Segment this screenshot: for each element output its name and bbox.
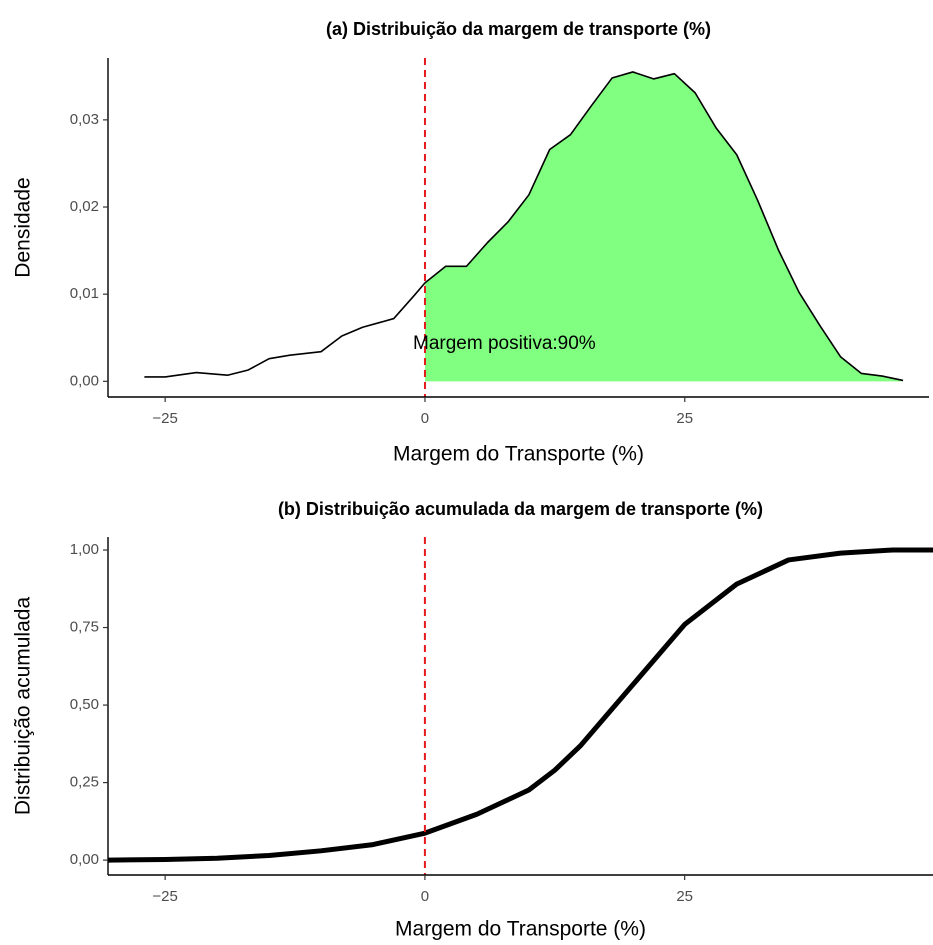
x-axis-title: Margem do Transporte (%) — [395, 918, 646, 941]
x-tick-label: 25 — [676, 410, 693, 427]
x-axis-title: Margem do Transporte (%) — [393, 443, 644, 466]
y-tick-label: 0,02 — [70, 198, 99, 215]
x-tick-label: 0 — [421, 888, 429, 905]
annotation: Margem positiva:90% — [413, 333, 596, 354]
y-axis-title: Distribuição acumulada — [12, 597, 35, 816]
y-axis-title: Densidade — [12, 177, 35, 277]
x-tick-label: 25 — [676, 888, 693, 905]
y-tick-label: 0,75 — [70, 619, 99, 636]
x-tick-label: −25 — [152, 888, 177, 905]
y-tick-label: 0,00 — [70, 851, 99, 868]
x-tick-label: −25 — [152, 410, 177, 427]
y-tick-label: 0,03 — [70, 111, 99, 128]
positive-area — [424, 71, 904, 382]
y-tick-label: 0,50 — [70, 696, 99, 713]
y-tick-label: 0,01 — [70, 285, 99, 302]
y-tick-label: 1,00 — [70, 541, 99, 558]
y-tick-label: 0,25 — [70, 774, 99, 791]
y-tick-label: 0,00 — [70, 372, 99, 389]
cdf-line — [107, 547, 933, 863]
chart-title: (b) Distribuição acumulada da margem de … — [278, 499, 763, 519]
x-tick-label: 0 — [421, 410, 429, 427]
chart-title: (a) Distribuição da margem de transporte… — [326, 19, 711, 39]
density-line — [144, 71, 904, 382]
